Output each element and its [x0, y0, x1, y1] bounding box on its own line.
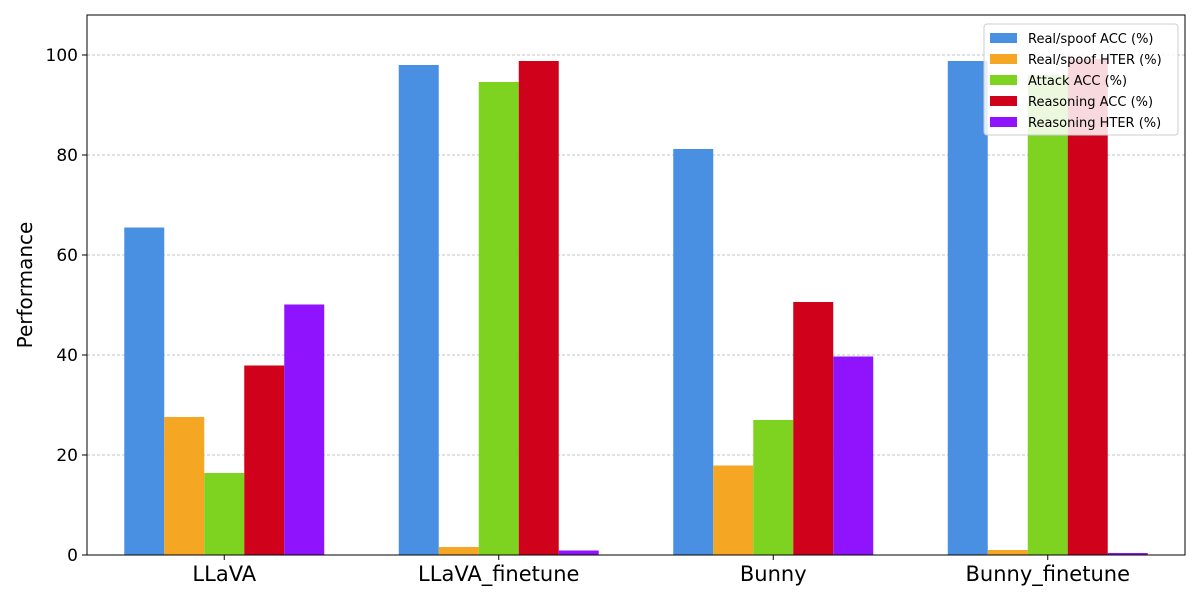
y-axis: 0 20 40 60 80 100 [46, 46, 87, 566]
legend-label: Reasoning HTER (%) [1028, 116, 1161, 131]
x-tick-label: LLaVA_finetune [418, 562, 579, 587]
bar [164, 417, 205, 555]
bar [1107, 553, 1148, 555]
y-tick-label: 20 [56, 446, 78, 466]
bar [518, 61, 559, 555]
x-tick-label: Bunny_finetune [966, 562, 1131, 587]
y-tick-label: 0 [67, 546, 78, 566]
bar [713, 465, 754, 555]
y-tick-label: 80 [56, 146, 78, 166]
bar [284, 304, 325, 555]
x-axis: LLaVA LLaVA_finetune Bunny Bunny_finetune [192, 555, 1130, 587]
bar [438, 547, 479, 555]
bar [753, 420, 794, 555]
plot-frame [86, 14, 1186, 556]
bars [124, 59, 1148, 555]
legend-swatch [990, 117, 1017, 127]
bar [833, 356, 874, 555]
bar [398, 65, 439, 555]
y-axis-label: Performance [13, 222, 37, 349]
y-tick-label: 100 [46, 46, 78, 66]
bar [987, 550, 1028, 555]
x-tick-label: LLaVA [192, 562, 256, 586]
bar [673, 149, 714, 555]
bar [1067, 59, 1108, 555]
legend: Real/spoof ACC (%) Real/spoof HTER (%) Att… [983, 23, 1179, 136]
bar [793, 302, 834, 555]
bar [558, 550, 599, 555]
legend-swatch [990, 96, 1017, 106]
bar [244, 365, 285, 555]
bar [204, 473, 245, 555]
legend-swatch [990, 75, 1017, 85]
legend-label: Attack ACC (%) [1028, 74, 1127, 89]
legend-label: Real/spoof HTER (%) [1028, 53, 1162, 68]
bar [124, 227, 165, 555]
legend-swatch [990, 54, 1017, 64]
legend-swatch [990, 33, 1017, 43]
y-tick-label: 60 [56, 246, 78, 266]
y-tick-label: 40 [56, 346, 78, 366]
legend-label: Reasoning ACC (%) [1028, 95, 1153, 110]
x-tick-label: Bunny [740, 562, 807, 586]
legend-label: Real/spoof ACC (%) [1028, 32, 1154, 47]
legend-box [983, 23, 1179, 136]
bar [947, 61, 988, 555]
bar [1027, 75, 1068, 555]
bar [478, 82, 519, 555]
